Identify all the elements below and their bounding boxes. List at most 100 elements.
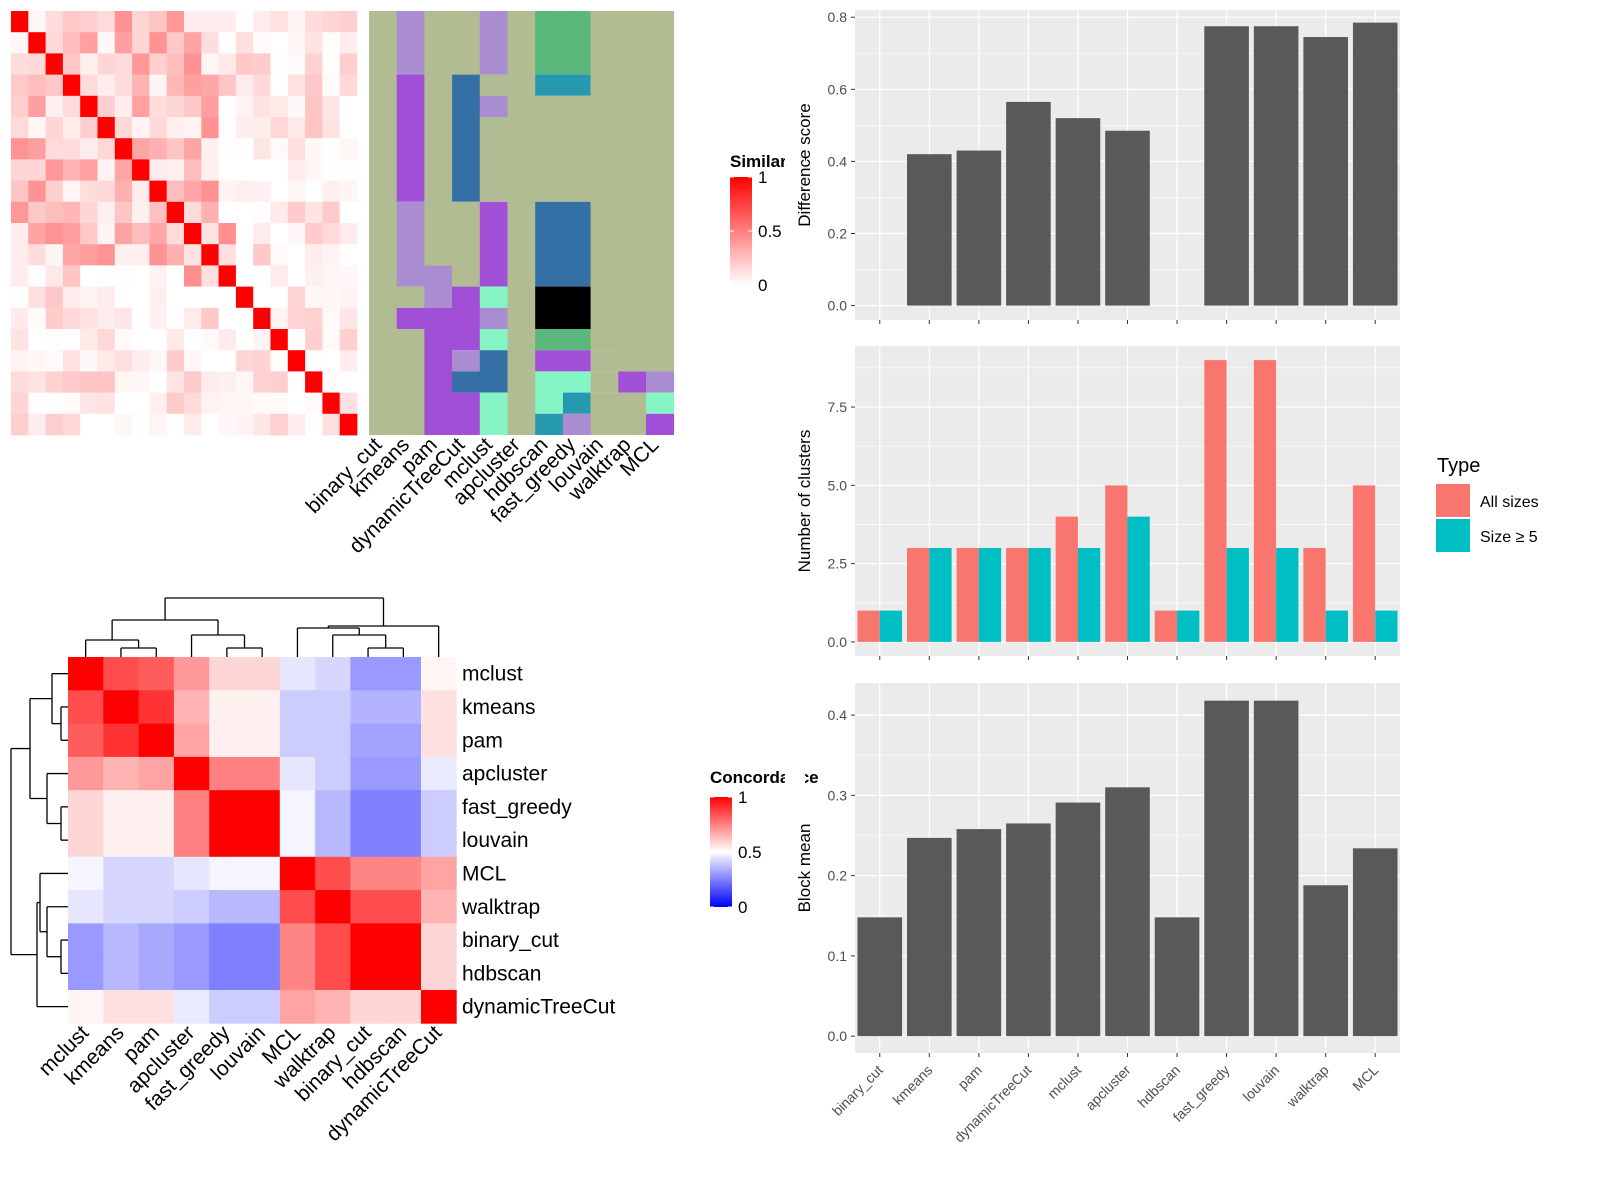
similarity-cell xyxy=(235,117,254,139)
cluster-block xyxy=(452,371,481,393)
y-tick-label: 7.5 xyxy=(828,399,848,415)
similarity-cell xyxy=(201,350,219,372)
x-tick-label: apcluster xyxy=(1082,1062,1134,1114)
similarity-cell xyxy=(45,201,64,224)
similarity-cell xyxy=(62,265,81,287)
concordance-cell xyxy=(244,890,281,924)
bar-size-ge5 xyxy=(929,547,952,642)
concordance-cell xyxy=(385,823,422,858)
concordance-cell xyxy=(385,657,422,691)
similarity-cell xyxy=(305,117,323,139)
concordance-cell xyxy=(138,856,175,891)
similarity-cell xyxy=(62,350,81,372)
cluster-block xyxy=(562,74,591,96)
similarity-cell xyxy=(149,371,168,393)
similarity-cell xyxy=(253,392,271,415)
similarity-cell xyxy=(166,53,185,75)
similarity-cell xyxy=(253,286,271,309)
similarity-cell xyxy=(80,180,98,203)
bar-all-sizes xyxy=(1204,360,1227,642)
similarity-cell xyxy=(305,32,323,54)
y-tick-label: 0.3 xyxy=(828,787,848,803)
concordance-cell xyxy=(244,723,281,758)
cluster-block xyxy=(535,95,564,202)
concordance-cell xyxy=(209,723,245,758)
similarity-cell xyxy=(166,11,185,33)
similarity-cell xyxy=(132,74,150,97)
bar-all-sizes xyxy=(1352,485,1376,642)
similarity-cell xyxy=(339,74,358,97)
similarity-cell xyxy=(322,350,341,372)
similarity-cell xyxy=(287,180,306,203)
concordance-cell xyxy=(103,890,139,924)
similarity-cell xyxy=(201,392,219,415)
similarity-cell xyxy=(270,371,289,393)
similarity-cell xyxy=(132,371,150,393)
similarity-cell xyxy=(201,117,219,139)
concordance-cell xyxy=(350,723,387,758)
concordance-cell xyxy=(421,756,457,791)
similarity-cell xyxy=(184,180,202,203)
similarity-cell xyxy=(235,265,254,287)
y-tick-label: 0.2 xyxy=(828,225,848,241)
cluster-block xyxy=(452,201,481,287)
similarity-cell xyxy=(28,159,46,181)
similarity-cell xyxy=(339,53,358,75)
similarity-cell xyxy=(80,265,98,287)
cluster-block xyxy=(646,371,675,393)
bar-all-sizes xyxy=(1253,360,1277,642)
bar xyxy=(1055,118,1101,306)
similarity-cell xyxy=(201,201,219,224)
concordance-cell xyxy=(350,823,387,858)
similarity-cell xyxy=(80,74,98,97)
concordance-cell xyxy=(350,956,387,991)
similarity-cell xyxy=(28,117,46,139)
similarity-cell xyxy=(11,286,29,309)
similarity-cell xyxy=(218,117,237,139)
similarity-cell xyxy=(305,53,323,75)
similarity-cell xyxy=(287,286,306,309)
cluster-block xyxy=(396,11,425,75)
bar-all-sizes xyxy=(1303,547,1326,642)
similarity-cell xyxy=(166,286,185,309)
similarity-cell xyxy=(339,350,358,372)
similarity-cell xyxy=(218,159,237,181)
concordance-cell xyxy=(138,690,175,724)
similarity-cell xyxy=(305,307,323,330)
similarity-cell xyxy=(235,201,254,224)
concordance-cell xyxy=(350,790,387,824)
similarity-legend-tick: 0 xyxy=(758,276,767,295)
similarity-cell xyxy=(149,117,168,139)
similarity-cell xyxy=(149,223,168,245)
similarity-cell xyxy=(80,223,98,245)
bar xyxy=(1006,823,1051,1037)
similarity-cell xyxy=(218,74,237,97)
cluster-assignment-map: binary_cutkmeanspamdynamicTreeCutmclusta… xyxy=(302,11,675,558)
similarity-cell xyxy=(97,53,116,75)
similarity-cell xyxy=(28,244,46,266)
cluster-block xyxy=(590,392,619,435)
cluster-block xyxy=(562,413,591,435)
similarity-cell xyxy=(184,244,202,266)
cluster-block xyxy=(562,329,591,351)
similarity-cell xyxy=(184,159,202,181)
concordance-cell xyxy=(279,756,316,791)
similarity-cell xyxy=(45,265,64,287)
cluster-block xyxy=(562,350,591,372)
similarity-cell xyxy=(270,74,289,97)
concordance-cell xyxy=(279,956,316,991)
similarity-cell xyxy=(114,371,133,393)
similarity-cell xyxy=(97,138,116,160)
similarity-cell xyxy=(218,265,237,287)
similarity-cell xyxy=(322,53,341,75)
concordance-cell xyxy=(138,657,175,691)
similarity-cell xyxy=(62,180,81,203)
similarity-cell xyxy=(28,11,46,33)
similarity-cell xyxy=(339,286,358,309)
concordance-cell xyxy=(421,790,457,824)
y-tick-label: 0.4 xyxy=(828,707,848,723)
similarity-cell xyxy=(253,138,271,160)
similarity-cell xyxy=(339,413,358,436)
similarity-cell xyxy=(184,307,202,330)
cluster-block xyxy=(646,392,675,414)
